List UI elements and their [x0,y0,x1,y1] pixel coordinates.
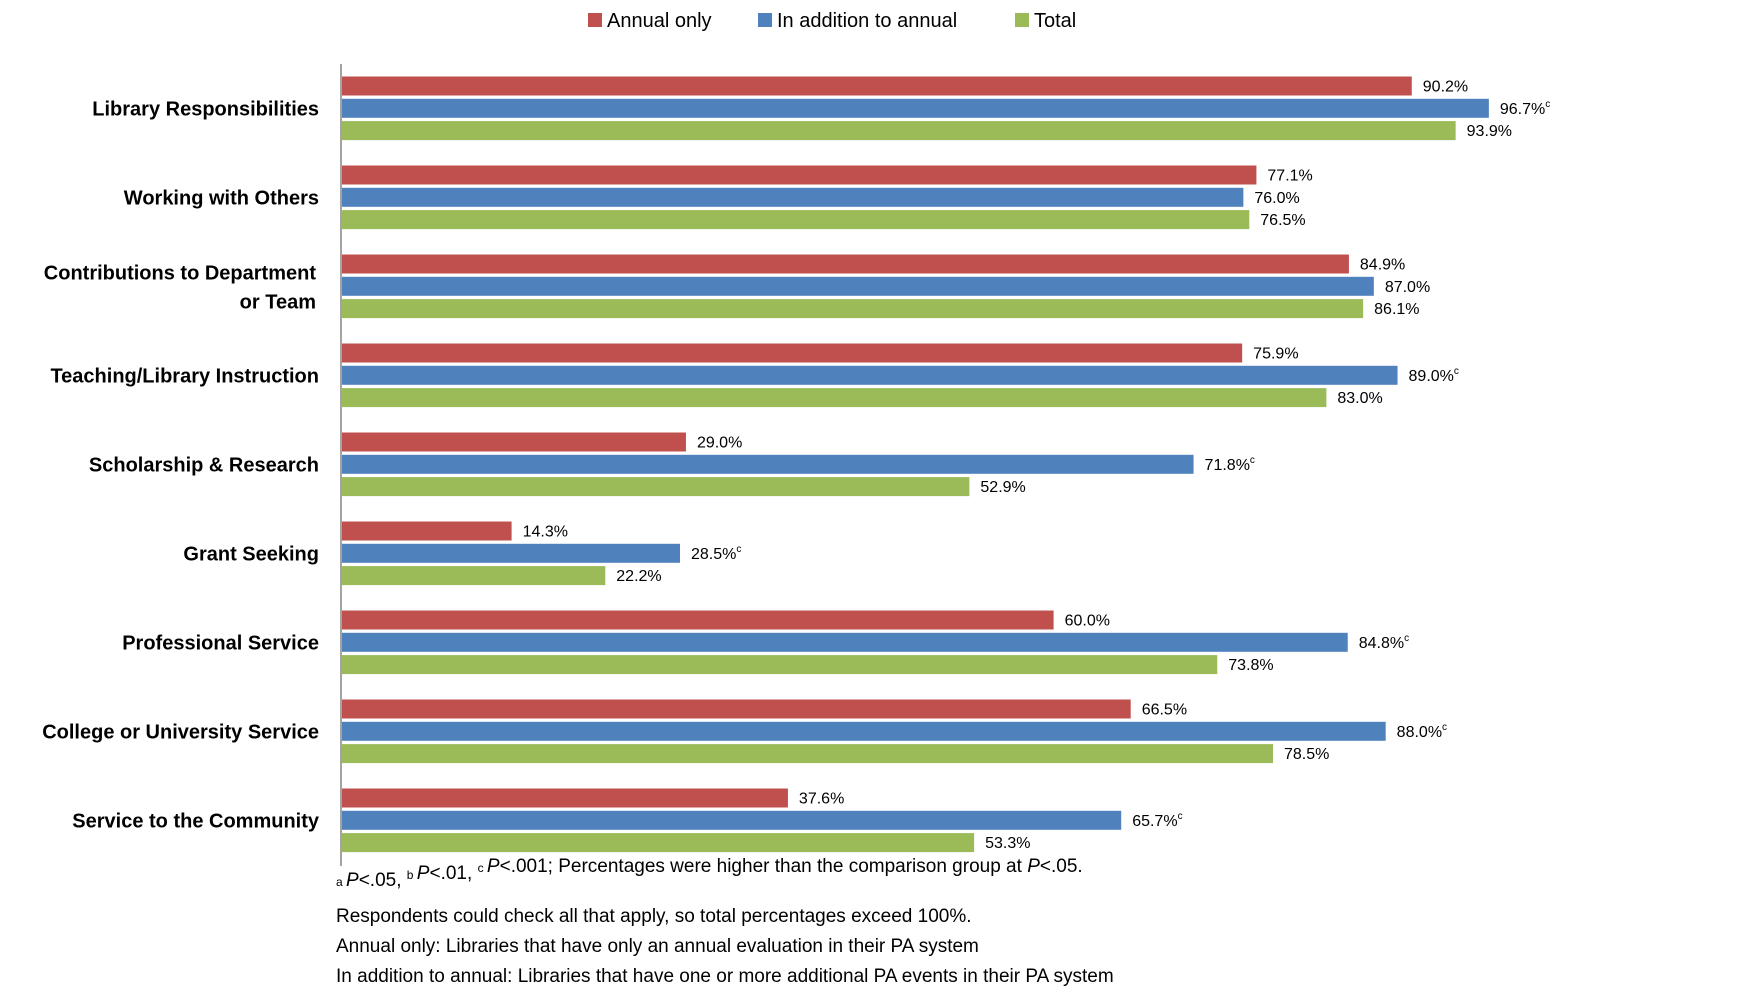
bar [342,365,1398,385]
data-label: 90.2% [1423,79,1468,96]
bar [342,254,1349,274]
bar [342,121,1456,141]
data-label: 75.9% [1253,346,1298,363]
footnote-significance: a P<.05, b P<.01, c P<.001; Percentages … [336,856,1083,891]
bar [342,299,1364,319]
data-label: 76.5% [1260,212,1305,229]
superscript: b [407,868,417,882]
footnote-annual-only: Annual only: Libraries that have only an… [336,936,979,957]
data-label: 83.0% [1337,390,1382,407]
significance-marker: c [736,544,741,555]
data-label: 89.0%c [1409,366,1459,385]
category-label: Teaching/Library Instruction [50,365,319,387]
italic-p: P [346,870,359,891]
footnote-text: <.05. [1040,856,1083,877]
data-label: 84.9% [1360,257,1405,274]
bar [342,744,1274,764]
data-label: 93.9% [1467,123,1512,140]
bar [342,276,1374,296]
bar [342,655,1218,675]
category-label: Library Responsibilities [92,98,319,120]
significance-marker: c [1178,811,1183,822]
bar [342,632,1348,652]
bar [342,210,1250,230]
bar [342,810,1122,830]
legend-label: Total [1034,10,1076,32]
category-label: Professional Service [122,632,319,654]
category-label: Scholarship & Research [89,454,319,476]
significance-marker: c [1404,633,1409,644]
bar [342,721,1386,741]
bar [342,343,1243,363]
data-label: 96.7%c [1500,99,1550,118]
bar [342,388,1327,408]
bar [342,477,970,497]
data-label: 53.3% [985,835,1030,852]
footnote-text: <.001; Percentages were higher than the … [500,856,1028,877]
data-label: 76.0% [1254,190,1299,207]
data-label: 14.3% [523,524,568,541]
legend-label: Annual only [607,10,712,32]
category-label: Working with Others [124,187,319,209]
significance-marker: c [1454,366,1459,377]
bar [342,432,686,452]
bar [342,98,1489,118]
bar [342,187,1244,207]
data-label: 60.0% [1065,613,1110,630]
data-label: 66.5% [1142,702,1187,719]
superscript: a [336,875,346,889]
legend-swatch [1015,13,1029,27]
data-label: 77.1% [1267,168,1312,185]
footnote-in-addition: In addition to annual: Libraries that ha… [336,966,1114,987]
bar [342,566,606,586]
bar [342,165,1257,185]
bar [342,610,1054,630]
data-label: 28.5%c [691,544,741,563]
bars: 90.2% 96.7%c 93.9% 77.1% 76.0% 76.5% 84.9% 87.0… [342,76,1550,853]
data-label: 86.1% [1374,301,1419,318]
bar [342,454,1194,474]
data-label: 73.8% [1228,657,1273,674]
data-label: 84.8%c [1359,633,1409,652]
data-label: 88.0%c [1397,722,1447,741]
legend: Annual only In addition to annual Total [588,10,1076,32]
data-label: 78.5% [1284,746,1329,763]
bar [342,699,1131,719]
bar [342,76,1412,96]
italic-p: P [417,863,430,884]
footnote-text: <.01, [429,863,477,884]
category-label: Service to the Community [72,810,320,832]
significance-marker: c [1442,722,1447,733]
bar [342,788,788,808]
footnotes: a P<.05, b P<.01, c P<.001; Percentages … [336,856,1114,987]
category-label: Contributions to Department [44,262,317,284]
superscript: c [478,861,487,875]
significance-marker: c [1250,455,1255,466]
data-label: 29.0% [697,435,742,452]
data-label: 71.8%c [1205,455,1255,474]
footnote-text: <.05, [359,870,407,891]
data-label: 37.6% [799,791,844,808]
category-label: College or University Service [42,721,319,743]
italic-p: P [1027,856,1040,877]
bar [342,833,975,853]
footnote-respondents: Respondents could check all that apply, … [336,906,972,927]
category-label: or Team [240,291,316,313]
data-label: 52.9% [980,479,1025,496]
category-label: Grant Seeking [183,543,319,565]
data-label: 87.0% [1385,279,1430,296]
bar [342,521,512,541]
data-label: 65.7%c [1132,811,1182,830]
legend-label: In addition to annual [777,10,957,32]
legend-swatch [588,13,602,27]
data-label: 22.2% [616,568,661,585]
legend-swatch [758,13,772,27]
bar [342,543,681,563]
italic-p: P [487,856,500,877]
significance-marker: c [1545,99,1550,110]
category-labels: Library Responsibilities Working with Oth… [42,98,320,832]
